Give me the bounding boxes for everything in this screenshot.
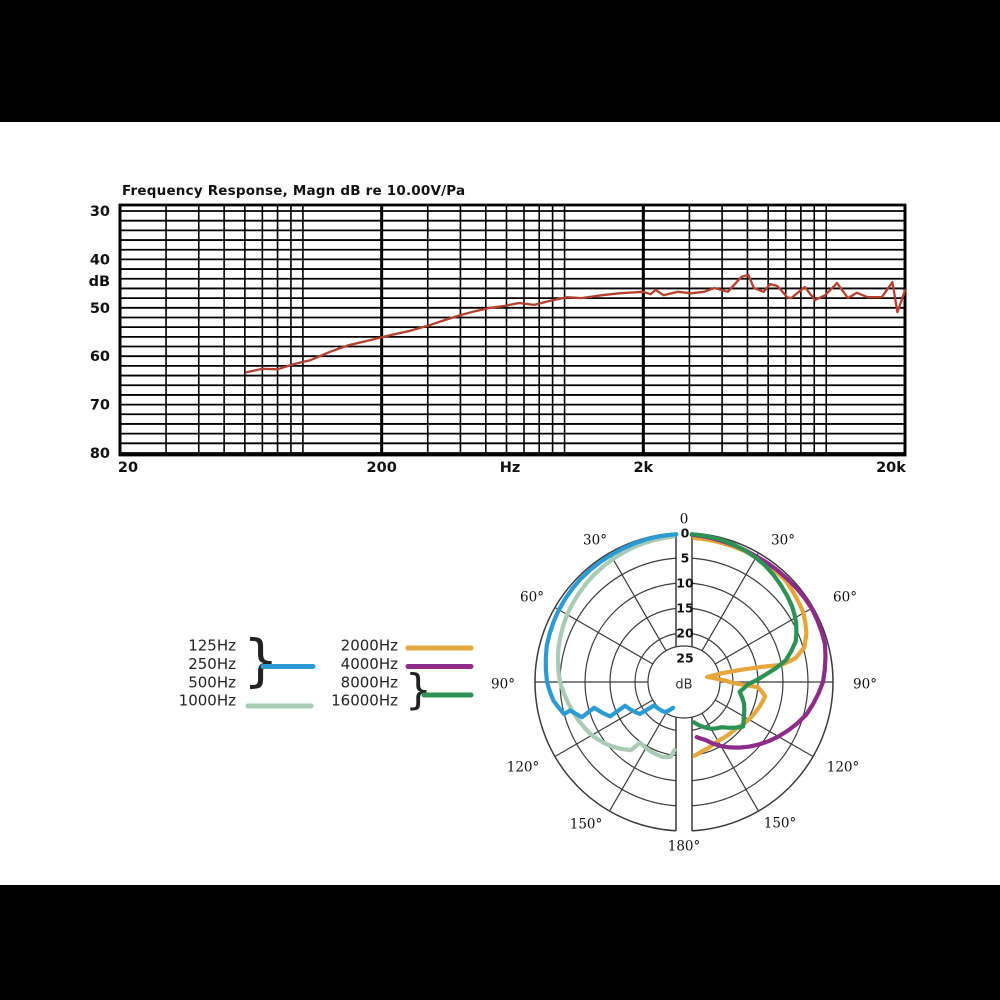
- polar-spoke: [701, 552, 760, 652]
- letterbox-top: [0, 0, 1000, 122]
- polar-spoke: [608, 712, 667, 812]
- polar-angle-label: 30°: [583, 533, 607, 549]
- letterbox-bottom: [0, 885, 1000, 1000]
- legend-label: 16000Hz: [331, 692, 398, 710]
- frequency-response-axis-labels: 30 40 50 60 70 80 dB 20 200 2k 20k Hz: [89, 204, 907, 476]
- y-axis-tick-label: 40: [90, 252, 110, 268]
- y-axis-tick-label: 60: [90, 349, 110, 365]
- polar-pattern-chart: 0 5 10 15 20 25 dB 0 30° 30° 60° 60° 90° 90° 120° 120° 1…: [491, 512, 877, 855]
- x-axis-tick-label: 200: [367, 460, 397, 476]
- y-axis-tick-label: 70: [90, 398, 110, 414]
- polar-spoke: [608, 552, 667, 652]
- polar-angle-label: 0: [680, 512, 689, 528]
- legend-label: 2000Hz: [341, 637, 398, 655]
- polar-scale-label: 20: [676, 626, 694, 641]
- polar-scale-unit-label: dB: [675, 678, 692, 693]
- polar-scale-label: 15: [676, 601, 693, 616]
- legend-label: 1000Hz: [179, 692, 236, 710]
- polar-angle-label: 120°: [827, 760, 860, 776]
- polar-angle-label: 150°: [570, 817, 603, 833]
- polar-angle-label: 60°: [520, 590, 544, 606]
- frequency-response-curve: [245, 273, 907, 374]
- legend-label: 125Hz: [188, 637, 236, 655]
- polar-spoke: [554, 606, 654, 665]
- polar-hub-circle: [647, 645, 721, 719]
- polar-curve-1000hz: [555, 534, 677, 760]
- x-axis-tick-label: 20k: [876, 460, 906, 476]
- polar-angle-label: 60°: [833, 590, 857, 606]
- polar-angle-label: 30°: [771, 533, 795, 549]
- legend-label: 8000Hz: [341, 674, 398, 692]
- legend-label: 4000Hz: [341, 655, 398, 673]
- polar-angle-label: 90°: [853, 677, 877, 693]
- y-axis-tick-label: 30: [90, 204, 110, 220]
- polar-spoke: [554, 699, 654, 758]
- polar-scale-label: 10: [676, 576, 694, 591]
- chart-frame: [118, 203, 907, 457]
- legend-brace: }: [243, 629, 279, 694]
- polar-angle-label: 120°: [507, 760, 540, 776]
- x-axis-tick-label: 20: [118, 460, 138, 476]
- polar-spoke: [714, 699, 814, 758]
- legend-label: 250Hz: [188, 655, 236, 673]
- legend-label: 500Hz: [188, 674, 236, 692]
- polar-curve-8000-16000hz: [689, 532, 799, 731]
- y-axis-tick-label: 50: [90, 301, 110, 317]
- polar-angle-label: 150°: [764, 816, 797, 832]
- x-axis-unit-label: Hz: [500, 460, 521, 476]
- polar-angle-label: 180°: [668, 839, 701, 855]
- polar-scale-label: 0: [681, 526, 690, 541]
- y-axis-unit-label: dB: [89, 274, 110, 290]
- polar-scale-label: 25: [676, 651, 693, 666]
- x-axis-tick-label: 2k: [633, 460, 653, 476]
- legend-brace: }: [405, 665, 432, 714]
- polar-curve-125-250-500hz: [543, 532, 679, 720]
- polar-scale-label: 5: [681, 551, 690, 566]
- polar-angle-label: 90°: [491, 677, 515, 693]
- y-axis-tick-label: 80: [90, 446, 110, 462]
- frequency-response-title: Frequency Response, Magn dB re 10.00V/Pa: [122, 183, 465, 199]
- frequency-response-grid: [118, 203, 907, 457]
